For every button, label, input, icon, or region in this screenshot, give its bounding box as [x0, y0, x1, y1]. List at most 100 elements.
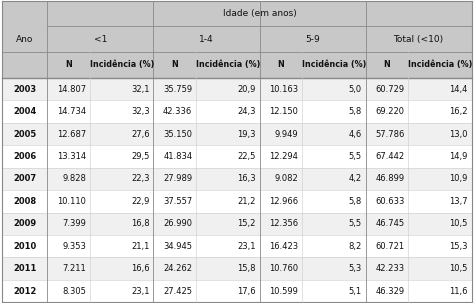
- Bar: [259, 235, 302, 258]
- Bar: [2, 1, 47, 26]
- Text: 29,5: 29,5: [131, 152, 150, 161]
- Text: 42.336: 42.336: [163, 107, 192, 116]
- Text: N: N: [383, 61, 390, 69]
- Bar: [365, 78, 408, 100]
- Text: 2003: 2003: [13, 85, 36, 94]
- Bar: [196, 52, 259, 78]
- Bar: [408, 52, 472, 78]
- Bar: [47, 26, 90, 52]
- Bar: [196, 235, 259, 258]
- Bar: [2, 123, 47, 145]
- Text: 2009: 2009: [13, 219, 36, 228]
- Text: 16,6: 16,6: [131, 264, 150, 273]
- Text: 15,8: 15,8: [237, 264, 255, 273]
- Bar: [259, 78, 302, 100]
- Text: 26.990: 26.990: [164, 219, 192, 228]
- Text: 32,3: 32,3: [131, 107, 150, 116]
- Text: 14.734: 14.734: [57, 107, 86, 116]
- Bar: [196, 168, 259, 190]
- Bar: [47, 258, 90, 280]
- Text: 14,4: 14,4: [449, 85, 468, 94]
- Bar: [154, 145, 196, 168]
- Bar: [196, 280, 259, 302]
- Text: 35.150: 35.150: [164, 129, 192, 138]
- Bar: [365, 145, 408, 168]
- Bar: [408, 235, 472, 258]
- Text: 10.163: 10.163: [269, 85, 299, 94]
- Bar: [302, 26, 365, 52]
- Bar: [365, 100, 408, 123]
- Bar: [408, 26, 472, 52]
- Text: 4,6: 4,6: [348, 129, 362, 138]
- Bar: [154, 26, 196, 52]
- Text: 23,1: 23,1: [237, 242, 255, 251]
- Text: 27.425: 27.425: [164, 287, 192, 296]
- Text: 13,7: 13,7: [449, 197, 468, 206]
- Bar: [196, 1, 259, 26]
- Text: 21,1: 21,1: [131, 242, 150, 251]
- Bar: [90, 100, 154, 123]
- Bar: [47, 280, 90, 302]
- Text: 24.262: 24.262: [164, 264, 192, 273]
- Text: 5,8: 5,8: [348, 197, 362, 206]
- Text: 9.353: 9.353: [63, 242, 86, 251]
- Bar: [154, 1, 196, 26]
- Text: 2012: 2012: [13, 287, 36, 296]
- Text: 2005: 2005: [13, 129, 36, 138]
- Bar: [365, 258, 408, 280]
- Bar: [259, 213, 302, 235]
- Text: 22,5: 22,5: [237, 152, 255, 161]
- Text: 5,8: 5,8: [348, 107, 362, 116]
- Text: 7.399: 7.399: [63, 219, 86, 228]
- Text: 7.211: 7.211: [63, 264, 86, 273]
- Text: 10.110: 10.110: [57, 197, 86, 206]
- Bar: [196, 190, 259, 213]
- Text: 10.599: 10.599: [270, 287, 299, 296]
- Bar: [302, 52, 365, 78]
- Bar: [154, 258, 196, 280]
- Text: Incidência (%): Incidência (%): [196, 61, 260, 69]
- Bar: [259, 26, 302, 52]
- Bar: [302, 213, 365, 235]
- Bar: [259, 1, 302, 26]
- Bar: [90, 1, 154, 26]
- Bar: [2, 100, 47, 123]
- Bar: [196, 213, 259, 235]
- Text: 13,0: 13,0: [449, 129, 468, 138]
- Text: 12.150: 12.150: [270, 107, 299, 116]
- Text: Ano: Ano: [16, 35, 34, 44]
- Text: 4,2: 4,2: [349, 175, 362, 183]
- Bar: [154, 168, 196, 190]
- Text: Incidência (%): Incidência (%): [90, 61, 154, 69]
- Text: 19,3: 19,3: [237, 129, 255, 138]
- Bar: [408, 213, 472, 235]
- Bar: [302, 258, 365, 280]
- Bar: [2, 235, 47, 258]
- Text: 12.687: 12.687: [57, 129, 86, 138]
- Text: 5,1: 5,1: [349, 287, 362, 296]
- Text: 12.356: 12.356: [269, 219, 299, 228]
- Text: 37.557: 37.557: [163, 197, 192, 206]
- Bar: [47, 1, 90, 26]
- Bar: [408, 145, 472, 168]
- Text: 8,2: 8,2: [348, 242, 362, 251]
- Text: 14,9: 14,9: [449, 152, 468, 161]
- Bar: [47, 78, 90, 100]
- Bar: [365, 1, 408, 26]
- Bar: [302, 1, 365, 26]
- Bar: [302, 78, 365, 100]
- Text: 2004: 2004: [13, 107, 36, 116]
- Bar: [259, 52, 302, 78]
- Bar: [408, 123, 472, 145]
- Bar: [90, 145, 154, 168]
- Bar: [90, 258, 154, 280]
- Bar: [2, 280, 47, 302]
- Text: 22,3: 22,3: [131, 175, 150, 183]
- Text: 46.745: 46.745: [375, 219, 404, 228]
- Text: 5,5: 5,5: [349, 152, 362, 161]
- Text: 46.329: 46.329: [375, 287, 404, 296]
- Text: 22,9: 22,9: [131, 197, 150, 206]
- Bar: [365, 123, 408, 145]
- Bar: [408, 190, 472, 213]
- Bar: [408, 280, 472, 302]
